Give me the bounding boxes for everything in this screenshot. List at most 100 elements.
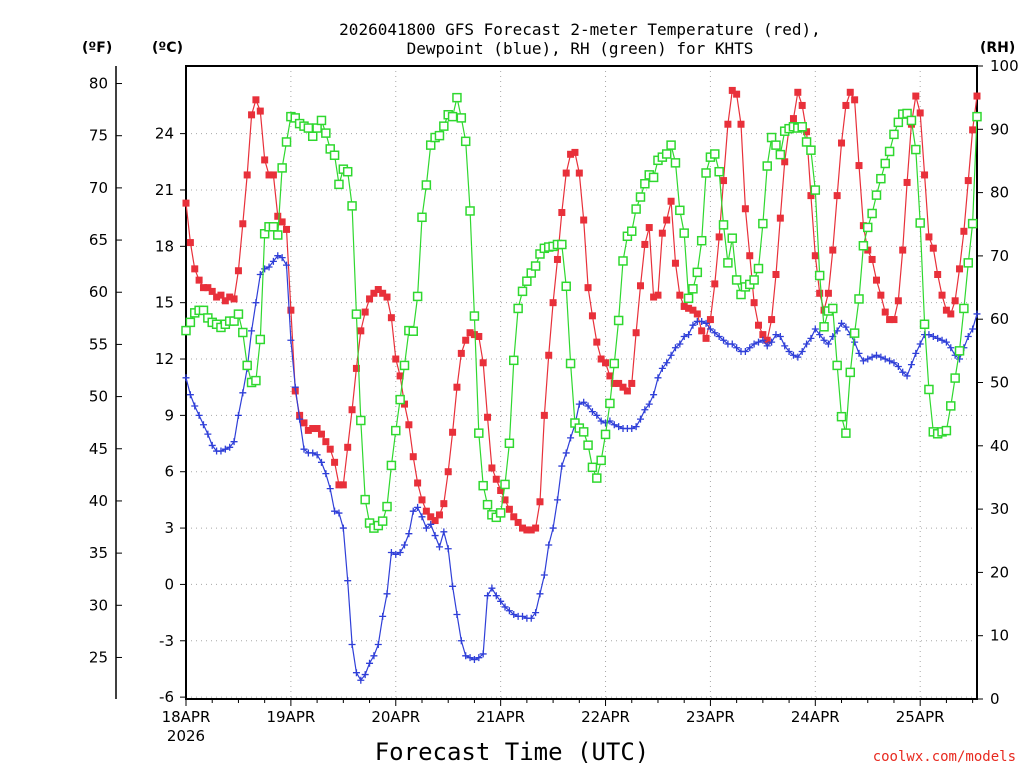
rh-axis-tick-label: 20: [990, 563, 1009, 581]
rh-point: [862, 222, 873, 233]
dewpoint-point: [636, 415, 644, 423]
dewpoint-point: [186, 391, 194, 399]
rh-point: [587, 462, 598, 473]
temperature-point: [584, 284, 592, 292]
rh-point: [600, 429, 611, 440]
temperature-point: [763, 336, 771, 344]
c-axis-tick-label: -3: [159, 632, 174, 650]
c-axis-tick-label: -6: [159, 688, 174, 706]
dewpoint-point: [440, 528, 448, 536]
rh-point: [312, 123, 322, 133]
rh-point: [395, 394, 405, 405]
chart-title-line1: 2026041800 GFS Forecast 2-meter Temperat…: [339, 20, 821, 39]
rh-point: [251, 375, 261, 386]
temperature-point: [934, 270, 942, 278]
temperature-point: [221, 297, 229, 305]
rh-point: [950, 373, 960, 383]
rh-point: [356, 415, 366, 426]
temperature-point: [973, 92, 981, 100]
dewpoint-point: [422, 524, 430, 532]
temperature-point: [366, 295, 374, 303]
dewpoint-point: [287, 336, 295, 344]
temperature-point: [335, 481, 343, 489]
dewpoint-point: [934, 334, 942, 342]
rh-point: [592, 473, 602, 483]
x-axis-title: Forecast Time (UTC): [375, 738, 650, 766]
dewpoint-point: [326, 485, 334, 493]
dewpoint-point: [947, 344, 955, 352]
rh-point: [727, 233, 738, 243]
f-axis-tick-label: 40: [89, 492, 108, 510]
temperature-point: [706, 316, 714, 324]
x-axis-year-label: 2026: [167, 727, 205, 745]
temperature-point: [842, 101, 850, 109]
temperature-point: [230, 295, 238, 303]
rh-point: [635, 192, 646, 202]
rh-point: [946, 401, 956, 411]
temperature-point: [580, 216, 588, 224]
x-axis-tick-label: 25APR: [896, 708, 945, 726]
rh-point: [959, 303, 969, 314]
temperature-point: [602, 359, 610, 367]
dewpoint-point: [239, 389, 247, 397]
rh-axis-tick-label: 60: [990, 310, 1009, 328]
rh-point: [583, 440, 593, 450]
series-line-temperature: [185, 89, 978, 531]
temperature-point: [829, 246, 837, 254]
credit-text: coolwx.com/models: [873, 749, 1016, 765]
dewpoint-point: [475, 654, 483, 662]
rh-point: [915, 218, 925, 228]
rh-point: [736, 289, 746, 300]
rh-point: [185, 317, 196, 328]
dewpoint-point: [230, 438, 238, 446]
temperature-point: [824, 289, 832, 297]
c-axis-tick-label: 12: [155, 350, 174, 368]
temperature-point: [947, 310, 955, 318]
dewpoint-point: [956, 355, 964, 363]
dewpoint-point: [663, 359, 671, 367]
dewpoint-point: [540, 571, 548, 579]
temperature-point: [663, 216, 671, 224]
rh-point: [832, 360, 842, 371]
temperature-point: [396, 372, 404, 380]
rh-point: [775, 149, 786, 160]
f-axis-tick-label: 60: [89, 283, 108, 301]
rh-point: [963, 258, 974, 268]
dewpoint-point: [352, 669, 360, 677]
dewpoint-point: [615, 423, 623, 431]
dewpoint-point: [842, 323, 850, 331]
temperature-point: [645, 224, 653, 232]
temperature-point: [213, 293, 221, 301]
rh-point: [810, 185, 821, 195]
temperature-point: [505, 505, 513, 513]
dewpoint-point: [746, 344, 754, 352]
rh-point: [675, 205, 685, 216]
dewpoint-point: [754, 338, 762, 346]
temperature-point: [409, 453, 417, 461]
temperature-point: [597, 355, 605, 363]
x-axis-tick-label: 24APR: [791, 708, 840, 726]
dewpoint-point: [374, 641, 382, 649]
temperature-point: [811, 252, 819, 260]
rh-point: [181, 325, 191, 336]
dewpoint-point: [610, 421, 618, 429]
dewpoint-point: [912, 349, 920, 357]
rh-point: [814, 270, 825, 281]
rh-point: [670, 158, 681, 168]
dewpoint-point: [645, 400, 653, 408]
temperature-point: [331, 458, 339, 466]
dewpoint-point: [689, 321, 697, 329]
temperature-point: [523, 526, 531, 534]
dewpoint-point: [671, 344, 679, 352]
dewpoint-point: [366, 659, 374, 667]
dewpoint-point: [317, 458, 325, 466]
temperature-point: [435, 511, 443, 519]
rh-point: [417, 212, 427, 223]
dewpoint-point: [549, 524, 557, 532]
temperature-point: [733, 90, 741, 98]
c-axis-tick-label: 3: [164, 519, 174, 537]
rh-point: [386, 460, 397, 471]
temperature-point: [724, 120, 732, 128]
dewpoint-point: [877, 353, 885, 361]
rh-point: [753, 263, 764, 274]
